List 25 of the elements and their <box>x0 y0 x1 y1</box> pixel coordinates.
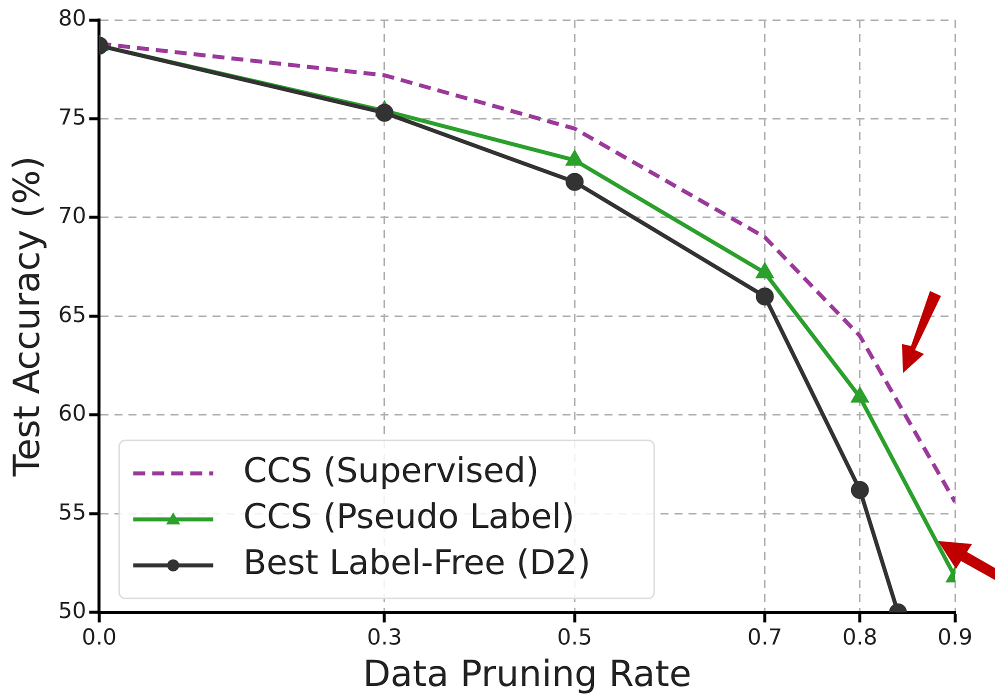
legend-label: CCS (Pseudo Label) <box>243 497 575 538</box>
x-tick-label: 0.7 <box>747 625 782 650</box>
x-tick-label: 0.9 <box>938 625 972 650</box>
point <box>566 151 583 166</box>
y-tick-label: 60 <box>58 402 86 427</box>
legend-label: Best Label-Free (D2) <box>243 543 591 584</box>
x-tick-label: 0.8 <box>842 625 878 650</box>
x-tick-label: 0.3 <box>366 625 402 650</box>
x-tick-label: 0.0 <box>82 625 117 650</box>
y-tick-label: 80 <box>58 6 86 32</box>
y-tick-label: 70 <box>58 204 86 230</box>
x-axis-title: Data Pruning Rate <box>362 654 692 695</box>
y-tick-label: 50 <box>58 599 86 624</box>
y-tick-label: 55 <box>58 500 86 526</box>
point <box>852 388 868 403</box>
y-tick-label: 65 <box>58 302 86 328</box>
point <box>566 172 584 191</box>
point <box>756 264 773 278</box>
legend-label: CCS (Supervised) <box>243 451 539 492</box>
point <box>375 104 394 122</box>
y-tick-label: 75 <box>58 105 86 130</box>
point <box>850 480 869 499</box>
point <box>756 287 774 306</box>
y-axis-title: Test Accuracy (%) <box>6 156 48 478</box>
x-tick-label: 0.5 <box>557 625 592 650</box>
